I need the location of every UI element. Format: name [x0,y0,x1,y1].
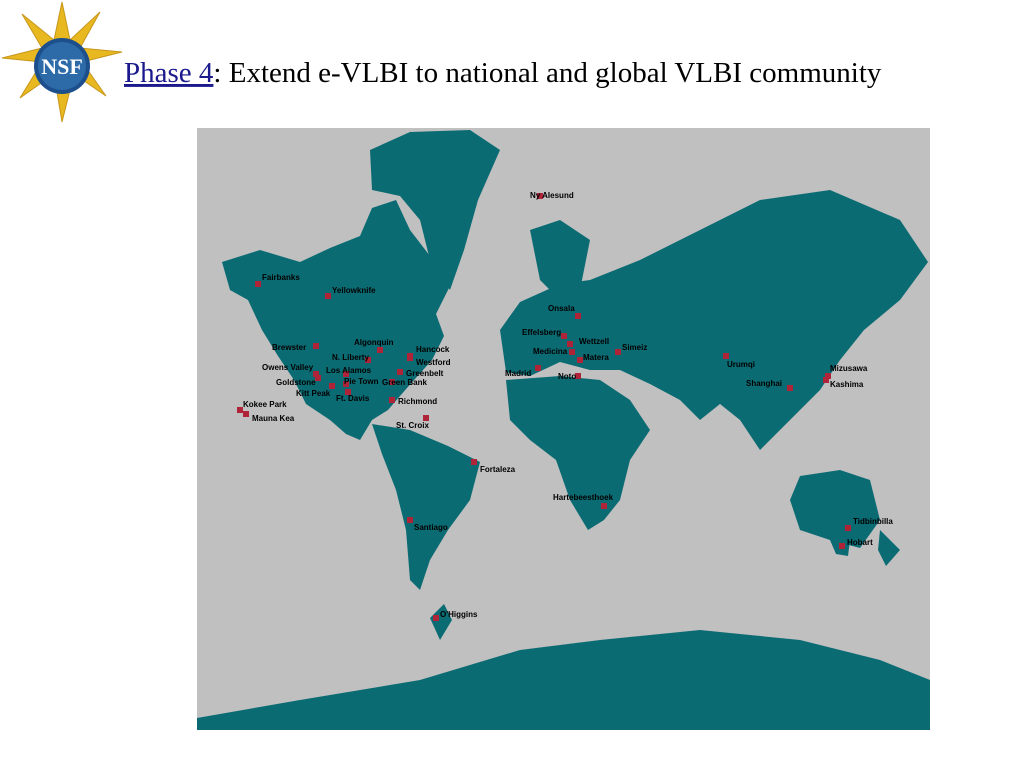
station-label: Pie Town [344,377,379,386]
station-marker [787,385,793,391]
station-label: Kokee Park [243,400,287,409]
station-label: Effelsberg [522,328,561,337]
station-marker [615,349,621,355]
station-label: Goldstone [276,378,316,387]
station-label: Fortaleza [480,465,516,474]
station-marker [315,375,321,381]
station-label: N. Liberty [332,353,369,362]
station-label: Green Bank [382,378,427,387]
station-marker [423,415,429,421]
station-label: Greenbelt [406,369,444,378]
station-marker [255,281,261,287]
station-label: Richmond [398,397,437,406]
station-marker [313,343,319,349]
station-label: Mizusawa [830,364,868,373]
station-label: Fairbanks [262,273,300,282]
station-label: Tidbinbilla [853,517,893,526]
logo-text: NSF [41,54,83,79]
world-map [197,128,930,730]
stations: Ny Alesund Fairbanks Yellowknife Onsala Effe… [237,191,893,621]
station-marker [839,543,845,549]
station-marker [343,371,349,377]
title-rest: : Extend e-VLBI to national and global V… [213,57,881,89]
station-label: Onsala [548,304,575,313]
station-label: Matera [583,353,609,362]
station-marker [823,377,829,383]
station-marker [313,371,319,377]
station-label: Brewster [272,343,306,352]
station-label: Ny Alesund [530,191,574,200]
station-marker [329,383,335,389]
title-lead: Phase 4 [124,57,214,89]
station-marker [407,517,413,523]
station-marker [325,293,331,299]
station-label: St. Croix [396,421,429,430]
station-label: Urumqi [727,360,755,369]
station-marker [561,333,567,339]
station-marker [577,357,583,363]
station-label: Hartebeesthoek [553,493,614,502]
station-label: Noto [558,372,576,381]
station-marker [723,353,729,359]
station-marker [825,373,831,379]
station-marker [471,459,477,465]
station-marker [569,349,575,355]
station-marker [237,407,243,413]
station-label: Los Alamos [326,366,372,375]
station-label: Owens Valley [262,363,314,372]
station-label: Ft. Davis [336,394,370,403]
slide-title: Phase 4: Extend e-VLBI to national and g… [124,57,882,89]
station-marker [433,615,439,621]
station-marker [397,369,403,375]
station-marker [343,381,349,387]
station-label: Mauna Kea [252,414,295,423]
station-label: Medicina [533,347,568,356]
station-label: Wettzell [579,337,609,346]
station-marker [365,357,371,363]
station-marker [389,397,395,403]
station-marker [537,193,543,199]
station-marker [377,347,383,353]
station-label: Westford [416,358,451,367]
station-label: Algonquin [354,338,394,347]
station-marker [575,373,581,379]
station-marker [601,503,607,509]
station-marker [567,341,573,347]
station-marker [389,379,395,385]
nsf-logo: NSF [1,1,123,123]
station-label: O'Higgins [440,610,478,619]
station-marker [575,313,581,319]
station-label: Yellowknife [332,286,376,295]
station-marker [407,355,413,361]
station-marker [845,525,851,531]
station-label: Kashima [830,380,864,389]
station-label: Hobart [847,538,873,547]
station-label: Simeiz [622,343,647,352]
station-label: Santiago [414,523,448,532]
station-label: Shanghai [746,379,782,388]
station-label: Hancock [416,345,450,354]
station-marker [243,411,249,417]
station-label: Madrid [505,369,531,378]
station-marker [345,389,351,395]
station-label: Kitt Peak [296,389,331,398]
station-marker [535,365,541,371]
